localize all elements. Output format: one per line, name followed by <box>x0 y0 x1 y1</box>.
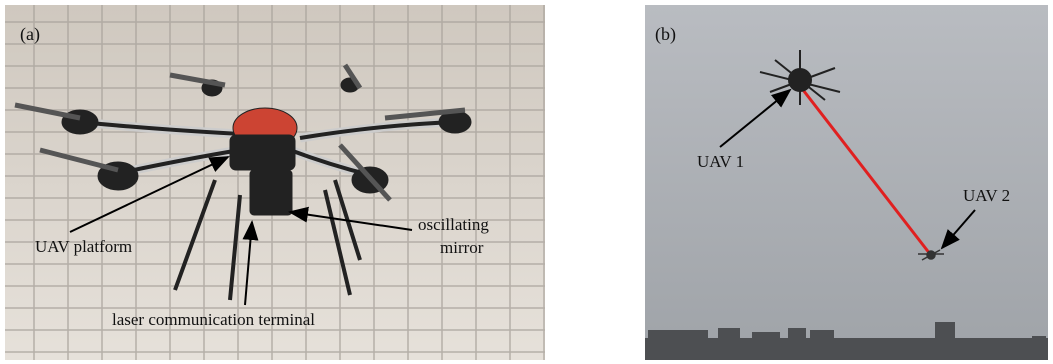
annotation: UAV 1 <box>697 152 744 171</box>
figure: (a) UAV platform oscillating mirror lase… <box>0 0 1053 364</box>
panel-a: (a) UAV platform oscillating mirror lase… <box>5 5 545 360</box>
annotation: oscillating <box>418 215 489 234</box>
annotation: UAV platform <box>35 237 132 256</box>
annotation: laser communication terminal <box>112 310 315 329</box>
panel-label: (b) <box>655 24 676 45</box>
panel-label: (a) <box>20 24 40 45</box>
annotation: UAV 2 <box>963 186 1010 205</box>
annotation: mirror <box>440 238 484 257</box>
photo-background <box>645 5 1048 360</box>
panel-b: (b) UAV 1 UAV 2 <box>645 5 1048 360</box>
